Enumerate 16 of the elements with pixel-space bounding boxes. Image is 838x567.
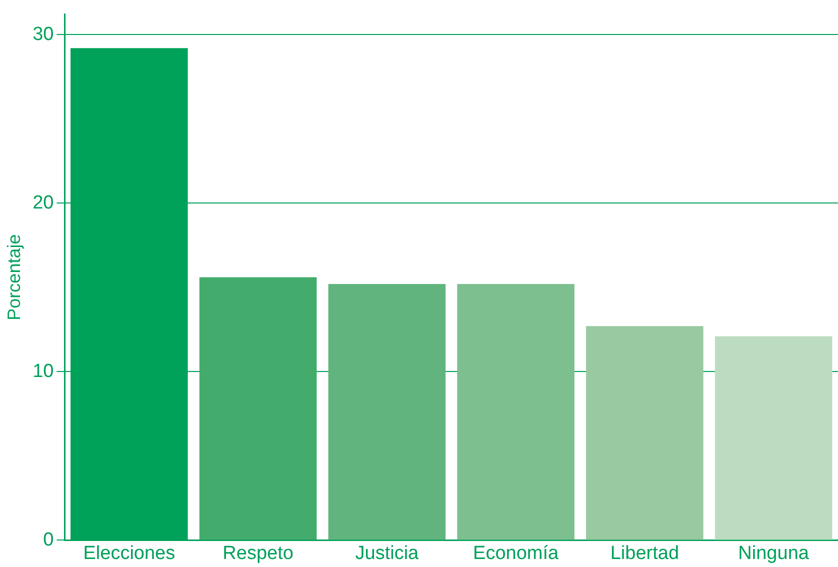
x-tick-label: Justicia bbox=[355, 542, 420, 564]
y-tick-label: 30 bbox=[32, 24, 54, 45]
y-tick-label: 10 bbox=[32, 360, 54, 382]
bar bbox=[586, 326, 704, 540]
x-tick-label: Economía bbox=[473, 542, 560, 564]
x-tick-label: Elecciones bbox=[83, 542, 176, 564]
bar bbox=[328, 284, 446, 540]
x-tick-label: Ninguna bbox=[738, 542, 810, 564]
y-axis-title: Porcentaje bbox=[4, 234, 24, 320]
bar bbox=[199, 277, 317, 540]
bar bbox=[714, 336, 832, 540]
x-tick-label: Libertad bbox=[610, 542, 680, 564]
y-tick-label: 0 bbox=[43, 529, 54, 550]
bar bbox=[457, 284, 574, 540]
y-tick-label: 20 bbox=[32, 192, 54, 214]
x-tick-label: Respeto bbox=[222, 542, 294, 564]
